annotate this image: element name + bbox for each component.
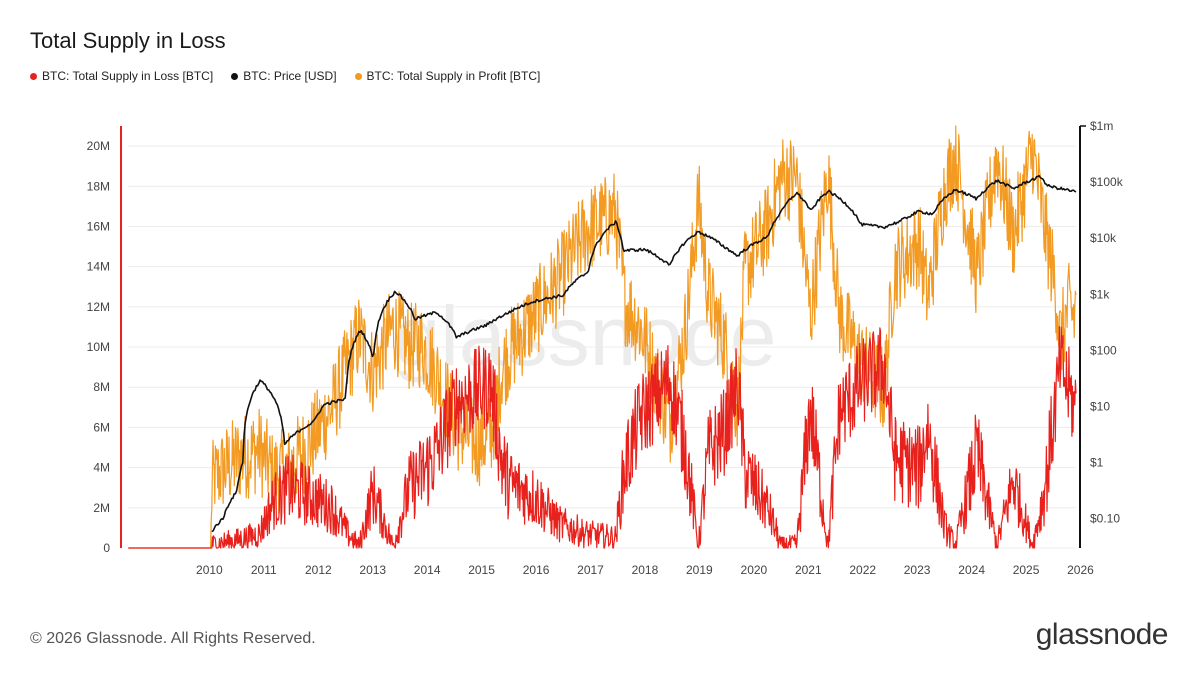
legend-label: BTC: Price [USD] [243,69,337,83]
y-right-tick-label: $10k [1090,231,1117,245]
axes [120,125,1086,548]
y-left-tick-label: 6M [93,420,110,434]
x-tick-label: 2012 [305,563,332,577]
legend-dot-icon [354,72,362,80]
series-lines [128,125,1077,549]
x-tick-label: 2023 [904,563,931,577]
y-left-tick-label: 10M [87,340,110,354]
legend-dot-icon [30,72,37,80]
legend-label: BTC: Total Supply in Loss [BTC] [42,69,214,83]
y-left-tick-label: 18M [87,179,110,193]
series-line-btc-price-usd [211,174,1077,533]
tick-labels: 0 2M 4M 6M 8M 10M 12M 14M 16M 18M 20M $0.10 $1 $10 $10… [87,119,1124,577]
y-right-tick-label: $10 [1090,399,1110,413]
x-tick-label: 2017 [577,563,604,577]
x-tick-label: 2026 [1067,563,1094,577]
x-tick-label: 2013 [359,563,386,577]
y-left-tick-label: 14M [87,260,110,274]
y-right-tick-label: $100 [1090,343,1117,357]
x-tick-label: 2015 [468,563,495,577]
x-tick-label: 2011 [251,563,277,577]
y-right-tick-label: $1m [1090,119,1113,133]
legend-label: BTC: Total Supply in Profit [BTC] [366,69,541,83]
y-right-tick-label: $1 [1090,456,1104,470]
legend-item-price[interactable]: BTC: Price [USD] [231,69,337,83]
y-left-tick-label: 0 [103,541,110,555]
y-left-tick-label: 2M [93,501,110,515]
series-line-btc-total-supply-in-loss-btc [128,325,1077,549]
x-tick-label: 2019 [686,563,713,577]
x-tick-label: 2020 [741,563,768,577]
y-right-tick-label: $0.10 [1090,512,1120,526]
y-right-tick-label: $1k [1090,287,1110,301]
legend-dot-icon [231,72,239,80]
legend-item-supply-loss[interactable]: BTC: Total Supply in Loss [BTC] [30,69,213,83]
y-left-tick-label: 8M [93,380,110,394]
x-tick-label: 2016 [523,563,550,577]
y-right-tick-label: $100k [1090,175,1124,189]
x-tick-label: 2010 [196,563,223,577]
glassnode-logo: glassnode [1035,618,1169,651]
x-tick-label: 2025 [1013,563,1040,577]
series-line-btc-total-supply-in-profit-btc [128,125,1077,549]
y-left-tick-label: 16M [87,219,110,233]
copyright-text: © 2026 Glassnode. All Rights Reserved. [30,630,316,647]
chart-legend: BTC: Total Supply in Loss [BTC] BTC: Pri… [30,69,540,83]
y-left-tick-label: 20M [87,139,110,153]
x-tick-label: 2021 [795,563,822,577]
x-tick-label: 2014 [414,563,441,577]
x-tick-label: 2018 [632,563,659,577]
y-left-tick-label: 4M [93,461,110,475]
legend-item-supply-profit[interactable]: BTC: Total Supply in Profit [BTC] [354,69,541,83]
x-tick-label: 2022 [849,563,876,577]
x-tick-label: 2024 [958,563,985,577]
y-left-tick-label: 12M [87,300,110,314]
chart-title: Total Supply in Loss [30,28,226,53]
